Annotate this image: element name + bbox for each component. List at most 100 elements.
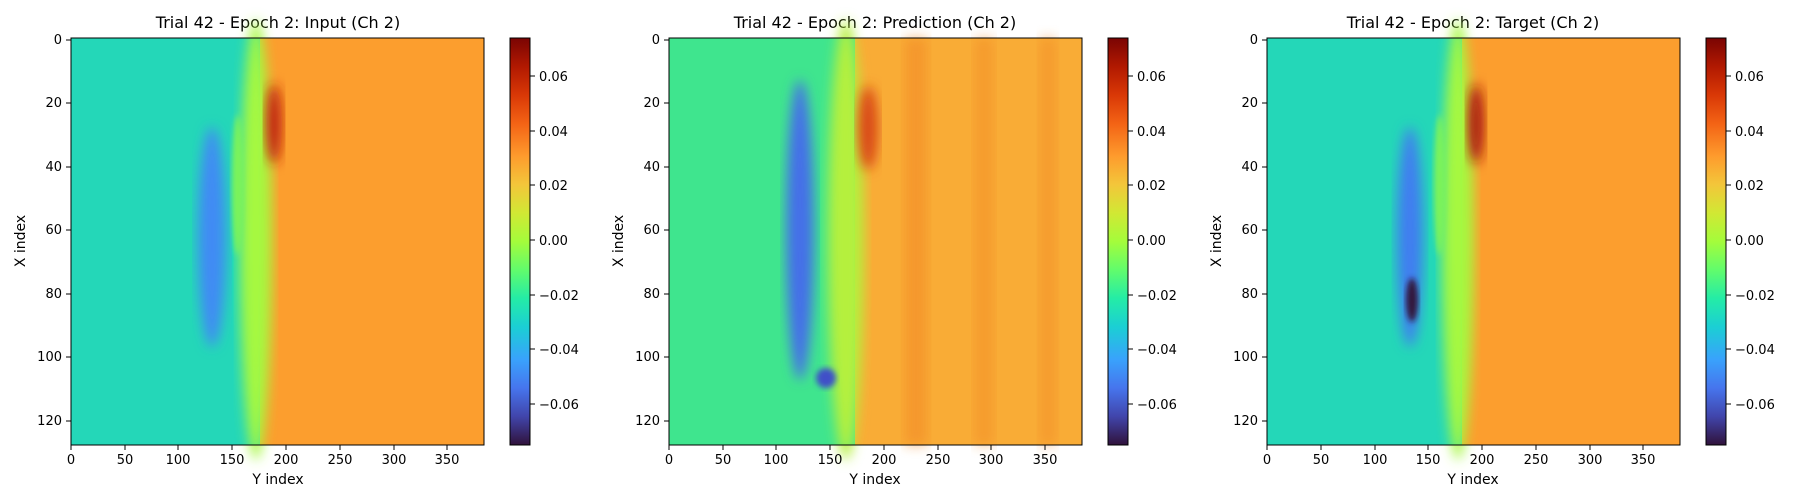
panel-title: Trial 42 - Epoch 2: Target (Ch 2) [1346,13,1599,32]
heatmap-warm-band [1040,38,1056,445]
plot-frame [70,37,485,446]
y-tick-label: 0 [1250,33,1258,48]
heatmap-warm-region [260,38,484,445]
y-axis: 0 20 40 60 80 100 120 X index [13,33,71,429]
x-tick-label: 250 [926,453,951,468]
colorbar-tick-label: −0.04 [1137,343,1177,358]
colorbar-tick-label: −0.02 [1735,289,1775,304]
colorbar-tick-label: −0.06 [1735,398,1775,413]
colorbar-tick-label: 0.02 [539,179,568,194]
colorbar: 0.06 0.04 0.02 0.00 −0.02 −0.04 −0.06 [1107,37,1177,446]
y-tick-label: 120 [1233,414,1258,429]
y-tick-label: 80 [45,287,62,302]
x-tick-label: 100 [764,453,789,468]
x-tick-label: 300 [382,453,407,468]
y-tick-label: 0 [54,33,62,48]
x-tick-label: 200 [872,453,897,468]
heatmap-warm-band [975,38,993,445]
heatmap-green-streak [232,115,244,255]
y-tick-label: 80 [643,287,660,302]
colorbar-tick-label: 0.00 [1735,234,1764,249]
y-axis: 0 20 40 60 80 100 120 X index [611,33,669,429]
panel-title: Trial 42 - Epoch 2: Input (Ch 2) [155,13,400,32]
x-axis-label: Y index [1446,472,1498,488]
panel-title: Trial 42 - Epoch 2: Prediction (Ch 2) [733,13,1016,32]
x-tick-label: 100 [1363,453,1388,468]
heatmap-warm-region [1462,38,1680,445]
colorbar: 0.06 0.04 0.02 0.00 −0.02 −0.04 −0.06 [509,37,579,446]
x-tick-label: 200 [274,453,299,468]
plot-frame [1266,37,1681,446]
heatmap-hot-spot [1468,84,1484,164]
colorbar-tick-label: 0.00 [539,234,568,249]
x-tick-label: 0 [665,453,673,468]
colorbar-gradient [1705,37,1727,446]
colorbar-tick-label: 0.02 [1735,179,1764,194]
x-tick-label: 300 [979,453,1004,468]
x-tick-label: 150 [1416,453,1441,468]
y-tick-label: 20 [1241,96,1258,111]
x-axis: 0 50 100 150 200 250 300 350 Y index [1263,445,1655,488]
panel-input: Trial 42 - Epoch 2: Input (Ch 2) 0 50 10… [13,13,579,488]
heatmap-front-glow [828,20,864,460]
y-tick-label: 100 [635,350,660,365]
heatmap-blue-band [198,127,226,347]
x-tick-label: 200 [1470,453,1495,468]
colorbar: 0.06 0.04 0.02 0.00 −0.02 −0.04 −0.06 [1705,37,1775,446]
colorbar-tick-label: −0.02 [539,289,579,304]
colorbar-tick-label: −0.06 [539,398,579,413]
colorbar-tick-label: 0.04 [1137,125,1166,140]
y-axis-label: X index [1209,215,1225,267]
heatmap [668,20,1083,460]
x-axis-label: Y index [251,472,303,488]
plot-frame [668,37,1083,446]
panel-target: Trial 42 - Epoch 2: Target (Ch 2) 0 50 1… [1209,13,1775,488]
y-axis-label: X index [611,215,627,267]
colorbar-tick-label: 0.06 [1735,70,1764,85]
y-axis-label: X index [13,215,29,267]
x-tick-label: 250 [328,453,353,468]
y-tick-label: 60 [45,223,62,238]
colorbar-gradient [1107,37,1129,446]
y-tick-label: 120 [37,414,62,429]
heatmap-green-streak [1434,115,1446,255]
x-tick-label: 150 [818,453,843,468]
x-tick-label: 50 [117,453,134,468]
colorbar-tick-label: −0.06 [1137,398,1177,413]
colorbar-tick-label: −0.02 [1137,289,1177,304]
y-tick-label: 120 [635,414,660,429]
y-tick-label: 40 [45,160,62,175]
x-tick-label: 350 [1033,453,1058,468]
heatmap-front-glow [240,20,272,460]
x-axis: 0 50 100 150 200 250 300 350 Y index [665,445,1058,488]
y-tick-label: 40 [643,160,660,175]
y-tick-label: 20 [45,96,62,111]
colorbar-tick-label: −0.04 [1735,343,1775,358]
y-tick-label: 100 [1233,350,1258,365]
colorbar-tick-label: 0.04 [1735,125,1764,140]
colorbar-tick-label: 0.04 [539,125,568,140]
colorbar-gradient [509,37,531,446]
heatmap-hot-spot [858,86,878,170]
y-tick-label: 20 [643,96,660,111]
y-axis: 0 20 40 60 80 100 120 X index [1209,33,1267,429]
x-tick-label: 50 [715,453,732,468]
heatmap-hot-spot [266,84,282,164]
x-tick-label: 100 [166,453,191,468]
x-tick-label: 300 [1578,453,1603,468]
colorbar-tick-label: 0.02 [1137,179,1166,194]
heatmap-blue-band [786,80,814,380]
heatmap-warm-band [905,38,927,445]
heatmap-front-glow [1442,20,1474,460]
heatmap-blue-band [1406,278,1418,322]
x-tick-label: 0 [67,453,75,468]
heatmap [70,20,485,460]
heatmap [1266,20,1681,460]
x-tick-label: 150 [220,453,245,468]
x-tick-label: 250 [1524,453,1549,468]
x-axis-label: Y index [848,472,900,488]
heatmap-blue-band [816,368,836,388]
x-tick-label: 50 [1313,453,1330,468]
colorbar-tick-label: 0.00 [1137,234,1166,249]
